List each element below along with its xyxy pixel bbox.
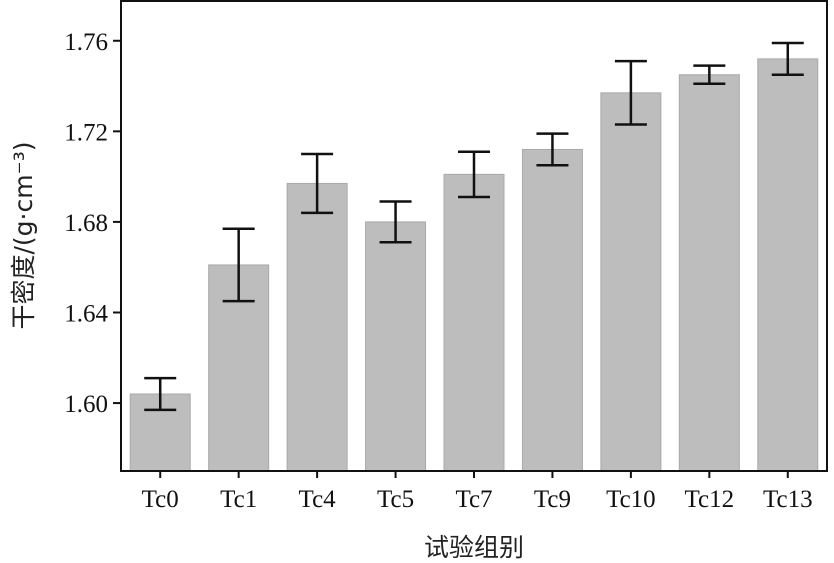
- y-tick-label: 1.60: [64, 391, 108, 418]
- bar-Tc4: [286, 182, 348, 472]
- x-tick-label: Tc9: [534, 486, 571, 513]
- bar-Tc13: [757, 58, 819, 472]
- error-bar-Tc5: [379, 200, 412, 244]
- x-tick-label: Tc12: [685, 486, 735, 513]
- error-bar-Tc13: [771, 41, 804, 76]
- x-tick-label: Tc13: [763, 486, 813, 513]
- bar-group: [129, 58, 819, 472]
- x-axis-title: 试验组别: [424, 533, 524, 562]
- bar-Tc5: [365, 221, 427, 472]
- x-axis-ticks: Tc0 Tc1 Tc4 Tc5 Tc7 Tc9 Tc10 Tc12 Tc13: [142, 471, 813, 513]
- x-tick-label: Tc10: [606, 486, 656, 513]
- y-tick-label: 1.72: [64, 119, 108, 146]
- error-bar-Tc7: [458, 150, 490, 199]
- x-tick-label: Tc0: [142, 486, 179, 513]
- error-bar-Tc10: [614, 59, 647, 126]
- error-bar-Tc9: [536, 132, 569, 167]
- y-axis-title: 干密度/(g·cm⁻³): [9, 141, 38, 329]
- x-tick-label: Tc4: [299, 486, 337, 513]
- x-tick-label: Tc5: [377, 486, 414, 513]
- bar-Tc7: [443, 173, 505, 472]
- y-tick-label: 1.64: [64, 300, 108, 327]
- y-tick-label: 1.68: [64, 210, 108, 237]
- y-axis-ticks: 1.60 1.64 1.68 1.72 1.76: [64, 29, 121, 418]
- bar-Tc12: [678, 74, 740, 472]
- bar-Tc10: [600, 92, 662, 472]
- error-bar-group: [144, 41, 804, 412]
- y-tick-label: 1.76: [64, 29, 108, 56]
- error-bar-Tc1: [222, 227, 255, 303]
- error-bar-Tc4: [301, 152, 334, 215]
- error-bar-Tc12: [693, 64, 726, 86]
- bar-Tc9: [521, 148, 583, 472]
- x-tick-label: Tc7: [455, 486, 492, 513]
- x-tick-label: Tc1: [220, 486, 257, 513]
- error-bar-Tc0: [144, 376, 177, 412]
